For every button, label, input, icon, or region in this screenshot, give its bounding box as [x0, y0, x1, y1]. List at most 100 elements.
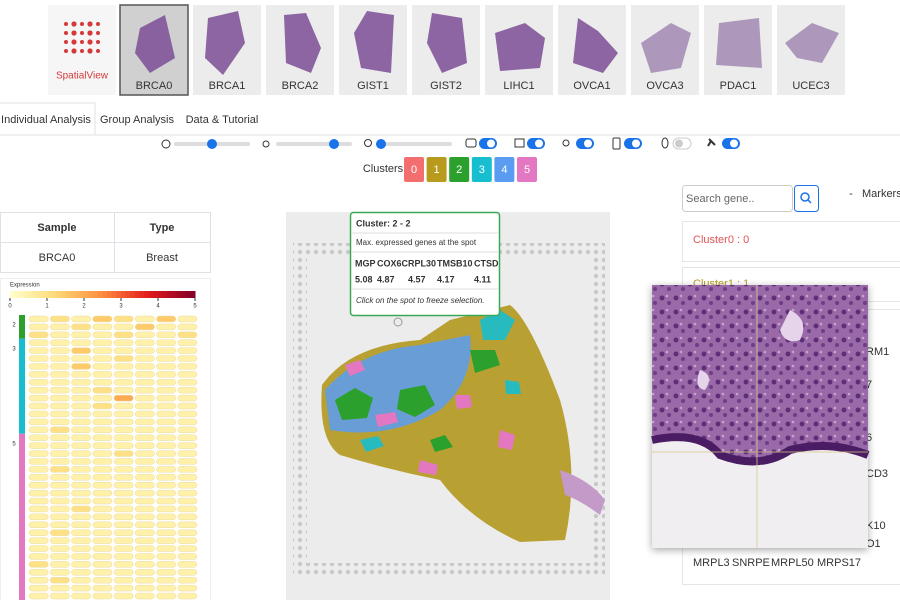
- heatmap-cell: [28, 592, 49, 600]
- gene-row: MRPL3 SNRPE MRPL50 MRPS17: [693, 557, 861, 569]
- tab[interactable]: Individual Analysis: [1, 114, 91, 126]
- heatmap-cell: [135, 394, 155, 402]
- heatmap-cell: [177, 442, 198, 449]
- heatmap-cell: [113, 466, 134, 473]
- colorbar-tick-label: 2: [82, 304, 86, 310]
- heatmap-cell: [50, 442, 70, 449]
- heatmap-cell: [28, 545, 49, 552]
- slider-thumb[interactable]: [329, 139, 339, 149]
- heatmap-cell: [177, 394, 198, 402]
- tissue-image: [135, 15, 175, 73]
- heatmap-cell: [92, 402, 113, 410]
- logo-dot: [71, 21, 77, 27]
- sample-label: GIST1: [357, 80, 389, 92]
- heatmap-cell: [71, 466, 91, 473]
- logo-dot: [87, 39, 93, 45]
- heatmap-cell: [50, 489, 70, 497]
- heatmap-cell: [177, 474, 198, 481]
- colorbar-segment: [51, 291, 57, 298]
- tooltip-genes: MGP 5.08 COX6C 4.87 RPL30 4.57 TMSB10 4.17 CTSD 4…: [355, 258, 499, 284]
- marker: [393, 317, 403, 327]
- heatmap-cell: [50, 474, 70, 481]
- colorbar-segment: [116, 291, 122, 298]
- search-button[interactable]: [794, 185, 819, 212]
- marker-panel-title[interactable]: Cluster0 : 0: [693, 234, 749, 246]
- heatmap-cell: [50, 434, 70, 441]
- heatmap-cell: [50, 513, 70, 521]
- heatmap-cell: [177, 489, 198, 497]
- heatmap-cell: [177, 537, 198, 544]
- colorbar-segment: [190, 291, 196, 298]
- cluster-button[interactable]: [494, 157, 515, 182]
- heatmap-cell: [28, 387, 49, 394]
- cluster-button-label: 4: [501, 164, 507, 176]
- slider[interactable]: [376, 142, 452, 146]
- heatmap-cell: [92, 569, 113, 576]
- heatmap-cell: [156, 371, 176, 378]
- gene-label: 7: [866, 379, 872, 391]
- logo-dot: [96, 49, 100, 53]
- heatmap-cell: [113, 450, 134, 457]
- heatmap-cell: [71, 489, 91, 497]
- heatmap-cell: [156, 410, 176, 418]
- cluster-button[interactable]: [426, 157, 447, 182]
- heatmap-cell: [28, 577, 49, 584]
- heatmap-cell: [92, 458, 113, 465]
- heatmap-cell: [156, 466, 176, 473]
- cluster-button-label: 2: [456, 164, 462, 176]
- cluster-button[interactable]: [449, 157, 470, 182]
- heatmap-cell: [177, 347, 198, 354]
- heatmap-cell: [92, 355, 113, 362]
- heatmap-cell: [50, 553, 70, 560]
- colorbar-segment: [176, 291, 182, 298]
- toggle-knob: [730, 139, 738, 148]
- tissue-image: [284, 13, 321, 73]
- heatmap-cell: [156, 482, 176, 489]
- toggle-knob: [487, 139, 495, 148]
- heatmap-cell: [28, 466, 49, 473]
- active-tab: [0, 102, 96, 135]
- heatmap-cell: [92, 521, 113, 528]
- heatmap-cell: [28, 442, 49, 449]
- gene-label: MRPS17: [817, 557, 861, 569]
- icon: [612, 137, 621, 150]
- heatmap-cell: [113, 323, 134, 331]
- heatmap-cell: [71, 592, 91, 600]
- heatmap-cell: [135, 410, 155, 418]
- heatmap-cell: [92, 394, 113, 402]
- heatmap-cell: [177, 521, 198, 528]
- heatmap-cell: [50, 482, 70, 489]
- heatmap-cell: [28, 331, 49, 339]
- marker-panel[interactable]: [682, 221, 900, 262]
- controls: [161, 137, 740, 150]
- heatmap-cell: [135, 371, 155, 378]
- cluster-bar: [19, 433, 25, 600]
- markers-toggle[interactable]: -: [849, 188, 853, 200]
- heatmap-cell: [92, 592, 113, 600]
- tooltip-value: 4.11: [474, 274, 491, 284]
- heatmap-cell: [28, 561, 49, 568]
- heatmap-cell: [135, 418, 155, 426]
- heatmap-cell: [135, 355, 155, 362]
- heatmap-cell: [28, 426, 49, 434]
- cluster-button[interactable]: [517, 157, 537, 182]
- heatmap-cell: [135, 331, 155, 339]
- sample-label: UCEC3: [792, 80, 829, 92]
- slider-thumb[interactable]: [376, 139, 386, 149]
- table-header: Sample: [37, 222, 76, 234]
- cluster-button[interactable]: [471, 157, 492, 182]
- tab[interactable]: Data & Tutorial: [186, 114, 259, 126]
- slider-thumb[interactable]: [207, 139, 217, 149]
- slider[interactable]: [276, 142, 352, 146]
- heatmap-cell: [28, 434, 49, 441]
- heatmap-cell: [92, 410, 113, 418]
- logo-dot: [87, 48, 93, 54]
- search-input[interactable]: [682, 185, 793, 212]
- heatmap-cell: [135, 537, 155, 544]
- search-placeholder: Search gene..: [686, 193, 755, 205]
- tab[interactable]: Group Analysis: [100, 114, 174, 126]
- colorbar-segment: [88, 291, 94, 298]
- cluster-button[interactable]: [404, 157, 424, 182]
- heatmap-cell: [135, 577, 155, 584]
